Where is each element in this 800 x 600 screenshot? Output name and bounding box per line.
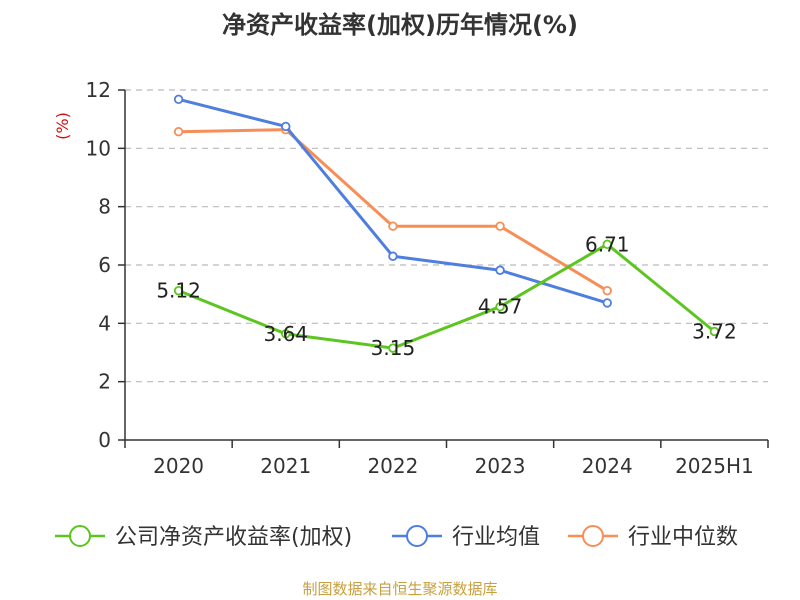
series-line bbox=[178, 128, 609, 292]
data-point bbox=[388, 221, 398, 231]
data-point bbox=[388, 251, 398, 261]
legend-marker bbox=[69, 525, 91, 547]
legend-label: 行业均值 bbox=[452, 525, 540, 550]
data-point bbox=[495, 221, 505, 231]
axes bbox=[118, 89, 769, 448]
grid-lines bbox=[125, 89, 768, 383]
legend[interactable]: 公司净资产收益率(加权) 行业均值 行业中位数 bbox=[55, 525, 738, 550]
x-tick-label: 2021 bbox=[260, 454, 311, 478]
data-point bbox=[281, 121, 291, 132]
y-tick-label: 4 bbox=[98, 311, 111, 335]
data-point bbox=[602, 298, 612, 308]
series-lines bbox=[173, 94, 720, 353]
legend-marker bbox=[406, 525, 428, 547]
legend-label: 公司净资产收益率(加权) bbox=[115, 525, 352, 550]
data-point bbox=[602, 239, 612, 249]
data-point bbox=[602, 285, 612, 296]
y-tick-label: 2 bbox=[98, 370, 111, 394]
data-labels: 5.12 3.64 3.15 4.57 6.71 3.72 bbox=[156, 232, 736, 360]
x-tick-labels: 2020 2021 2022 2023 2024 2025H1 bbox=[153, 454, 754, 478]
y-axis-label: (%) bbox=[53, 112, 72, 140]
data-point bbox=[495, 265, 505, 275]
source-note: 制图数据来自恒生聚源数据库 bbox=[302, 580, 497, 598]
data-label: 3.15 bbox=[371, 336, 416, 360]
data-label: 5.12 bbox=[156, 279, 201, 303]
x-tick-label: 2022 bbox=[367, 454, 418, 478]
data-label: 4.57 bbox=[478, 295, 523, 319]
data-point bbox=[173, 127, 184, 137]
y-tick-label: 0 bbox=[98, 428, 111, 452]
legend-marker bbox=[582, 525, 604, 547]
legend-label: 行业中位数 bbox=[628, 525, 738, 550]
chart-title: 净资产收益率(加权)历年情况(%) bbox=[222, 11, 578, 39]
series-line bbox=[178, 242, 716, 350]
y-tick-labels: 0 2 4 6 8 10 12 bbox=[86, 78, 111, 452]
data-point bbox=[388, 343, 398, 353]
data-point bbox=[281, 329, 291, 339]
y-tick-label: 8 bbox=[98, 195, 111, 219]
data-label: 3.72 bbox=[692, 320, 737, 344]
data-label: 3.64 bbox=[263, 322, 308, 346]
x-tick-label: 2025H1 bbox=[675, 454, 754, 478]
x-tick-label: 2023 bbox=[475, 454, 526, 478]
data-label: 6.71 bbox=[585, 232, 630, 256]
data-point bbox=[709, 326, 720, 337]
y-tick-label: 6 bbox=[98, 253, 111, 277]
y-tick-label: 10 bbox=[86, 136, 111, 160]
x-tick-label: 2024 bbox=[582, 454, 633, 478]
data-point bbox=[173, 94, 184, 105]
x-tick-label: 2020 bbox=[153, 454, 204, 478]
y-tick-label: 12 bbox=[86, 78, 111, 102]
data-point bbox=[173, 285, 184, 296]
data-point bbox=[495, 302, 505, 312]
